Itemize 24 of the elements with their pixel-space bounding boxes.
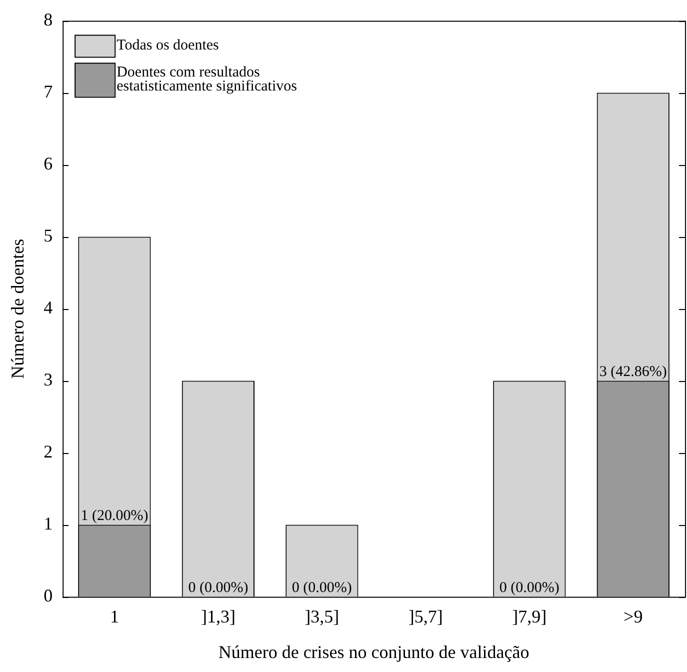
y-tick-label: 6 bbox=[44, 154, 53, 174]
x-tick-label: 1 bbox=[110, 606, 119, 626]
y-tick-label: 5 bbox=[44, 226, 53, 246]
y-tick-label: 4 bbox=[44, 298, 53, 318]
legend-label: Todas os doentes bbox=[116, 38, 220, 54]
x-tick-label: ]1,3] bbox=[200, 606, 236, 626]
x-tick-label: ]3,5] bbox=[304, 606, 340, 626]
legend-label: Doentes com resultados estatisticamente significativos bbox=[116, 64, 298, 95]
x-axis-title: Número de crises no conjunto de validação bbox=[218, 642, 530, 662]
y-tick-label: 3 bbox=[44, 370, 53, 390]
data-label: 1 (20.00%) bbox=[80, 508, 148, 524]
x-tick-label: ]7,9] bbox=[512, 606, 547, 626]
x-tick-label: ]5,7] bbox=[408, 606, 443, 626]
data-label: 0 (0.00%) bbox=[292, 580, 352, 596]
y-tick-label: 1 bbox=[44, 514, 53, 534]
data-label: 3 (42.86%) bbox=[599, 364, 667, 380]
y-tick-label: 2 bbox=[44, 442, 53, 462]
x-tick-label: >9 bbox=[624, 606, 643, 626]
y-axis-title: Número de doentes bbox=[8, 238, 28, 379]
y-tick-label: 0 bbox=[44, 586, 53, 606]
data-label: 0 (0.00%) bbox=[499, 580, 560, 596]
y-tick-label: 7 bbox=[44, 82, 53, 102]
y-tick-label: 8 bbox=[44, 10, 53, 30]
data-label: 0 (0.00%) bbox=[188, 580, 248, 596]
